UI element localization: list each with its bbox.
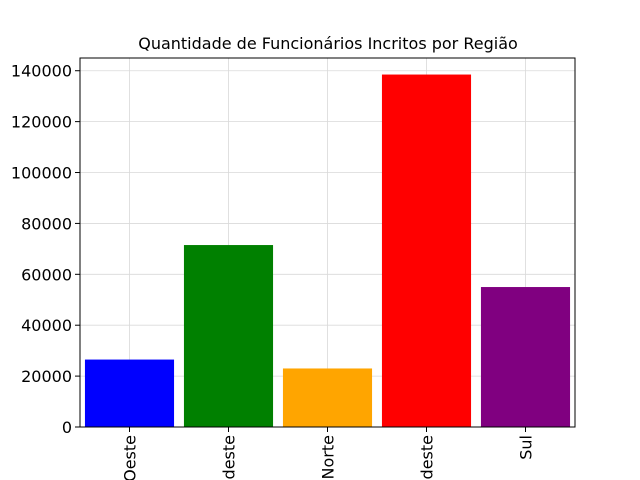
x-axis-ticks: Oeste deste Norte deste Sul — [121, 427, 536, 480]
x-tick-label: deste — [418, 435, 437, 479]
bar-sul — [480, 287, 571, 427]
bar-norte — [282, 368, 373, 427]
chart-title: Quantidade de Funcionários Incritos por … — [138, 34, 518, 53]
y-tick-label: 80000 — [21, 214, 72, 233]
y-tick-label: 60000 — [21, 265, 72, 284]
x-tick-label: Norte — [319, 435, 338, 479]
y-tick-label: 40000 — [21, 316, 72, 335]
y-tick-label: 100000 — [11, 164, 72, 183]
y-tick-label: 140000 — [11, 62, 72, 81]
x-tick-label: Sul — [517, 435, 536, 460]
y-tick-label: 120000 — [11, 113, 72, 132]
x-tick-label: Oeste — [121, 435, 140, 480]
y-axis-ticks: 0 20000 40000 60000 80000 100000 120000 140000 — [11, 62, 80, 437]
bar-nordeste — [183, 245, 274, 427]
bar-centro-oeste — [84, 359, 175, 427]
bar-sudeste — [381, 74, 472, 427]
y-tick-label: 20000 — [21, 367, 72, 386]
y-tick-label: 0 — [62, 418, 72, 437]
x-tick-label: deste — [220, 435, 239, 479]
bars — [84, 74, 571, 427]
